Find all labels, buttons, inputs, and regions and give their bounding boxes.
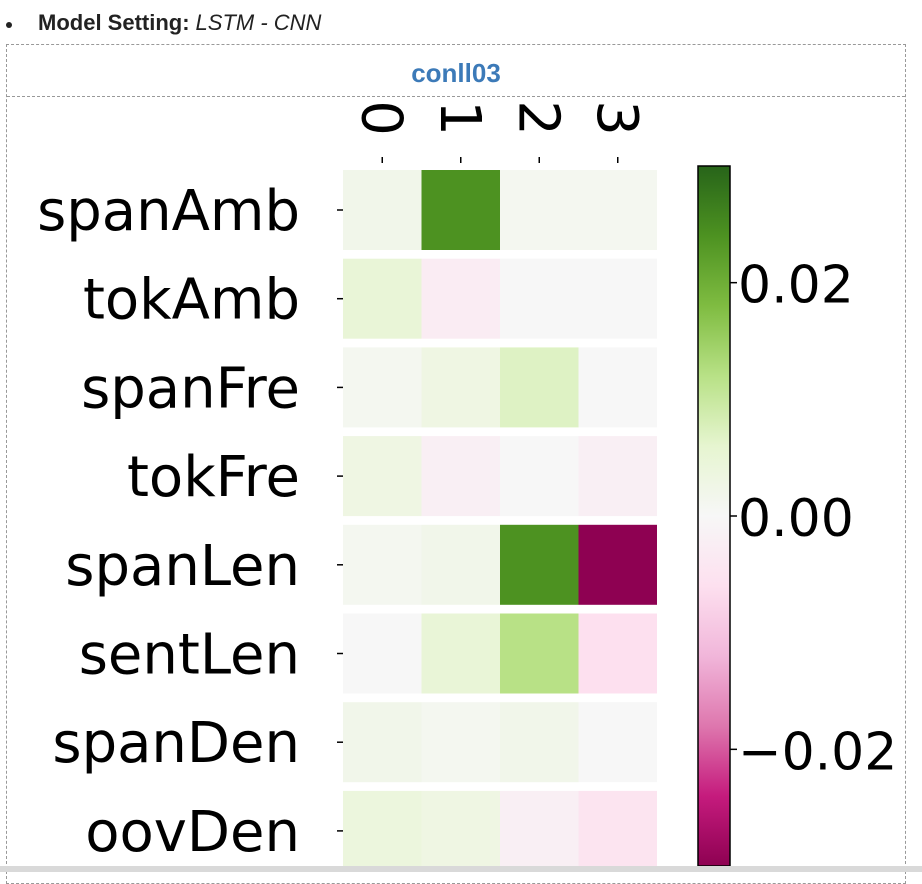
y-tick-label: tokAmb <box>83 268 300 333</box>
x-tick-label: 1 <box>427 100 492 136</box>
heatmap-cell <box>578 613 657 694</box>
heatmap-cell <box>578 436 657 517</box>
y-tick-label: spanDen <box>52 711 300 776</box>
heatmap-cell <box>343 170 422 250</box>
heatmap-cell <box>500 258 579 339</box>
panel-title: conll03 <box>7 45 905 97</box>
heatmap-cell <box>343 702 422 783</box>
heatmap-cell <box>343 258 422 339</box>
y-tick-label: sentLen <box>79 623 300 688</box>
x-tick-label: 3 <box>584 100 649 136</box>
colorbar <box>697 165 731 867</box>
model-setting-line: Model Setting: LSTM - CNN <box>6 8 321 38</box>
heatmap-cell <box>421 170 500 250</box>
heatmap-cell <box>421 613 500 694</box>
bullet-icon <box>6 22 12 28</box>
heatmap-cell <box>578 702 657 783</box>
heatmap-cell <box>421 347 500 428</box>
heatmap-cell <box>343 790 422 871</box>
heatmap-cell <box>421 790 500 871</box>
heatmap-cell <box>578 524 657 605</box>
colorbar-tick-label: 0.00 <box>738 489 854 549</box>
heatmap-cell <box>421 258 500 339</box>
heatmap-cell <box>500 524 579 605</box>
heatmap-cell <box>500 170 579 250</box>
bottom-divider <box>0 866 922 872</box>
x-tick-label: 0 <box>348 100 413 136</box>
heatmap-cell <box>421 524 500 605</box>
y-tick-label: spanAmb <box>37 179 300 244</box>
y-tick-label: spanLen <box>65 534 300 599</box>
heatmap-cell <box>500 436 579 517</box>
heatmap-cell <box>578 258 657 339</box>
heatmap-cell <box>578 790 657 871</box>
heatmap-cell <box>343 524 422 605</box>
heatmap-cell <box>500 702 579 783</box>
heatmap-cell <box>343 613 422 694</box>
heatmap-cell <box>421 702 500 783</box>
y-tick-label: spanFre <box>81 356 300 421</box>
model-setting-value: LSTM - CNN <box>195 10 322 35</box>
y-tick-label: oovDen <box>85 800 300 865</box>
heatmap-cell <box>343 347 422 428</box>
y-tick-label: tokFre <box>127 445 300 510</box>
colorbar-tick-label: 0.02 <box>738 256 854 316</box>
colorbar-tick-label: −0.02 <box>738 722 897 782</box>
heatmap-cell <box>500 790 579 871</box>
heatmap-cell <box>500 347 579 428</box>
heatmap-cell <box>578 170 657 250</box>
heatmap-cell <box>421 436 500 517</box>
x-tick-label: 2 <box>505 100 570 136</box>
heatmap-cell <box>578 347 657 428</box>
heatmap-cell <box>343 436 422 517</box>
heatmap-cell <box>500 613 579 694</box>
model-setting-key: Model Setting: <box>38 10 190 35</box>
